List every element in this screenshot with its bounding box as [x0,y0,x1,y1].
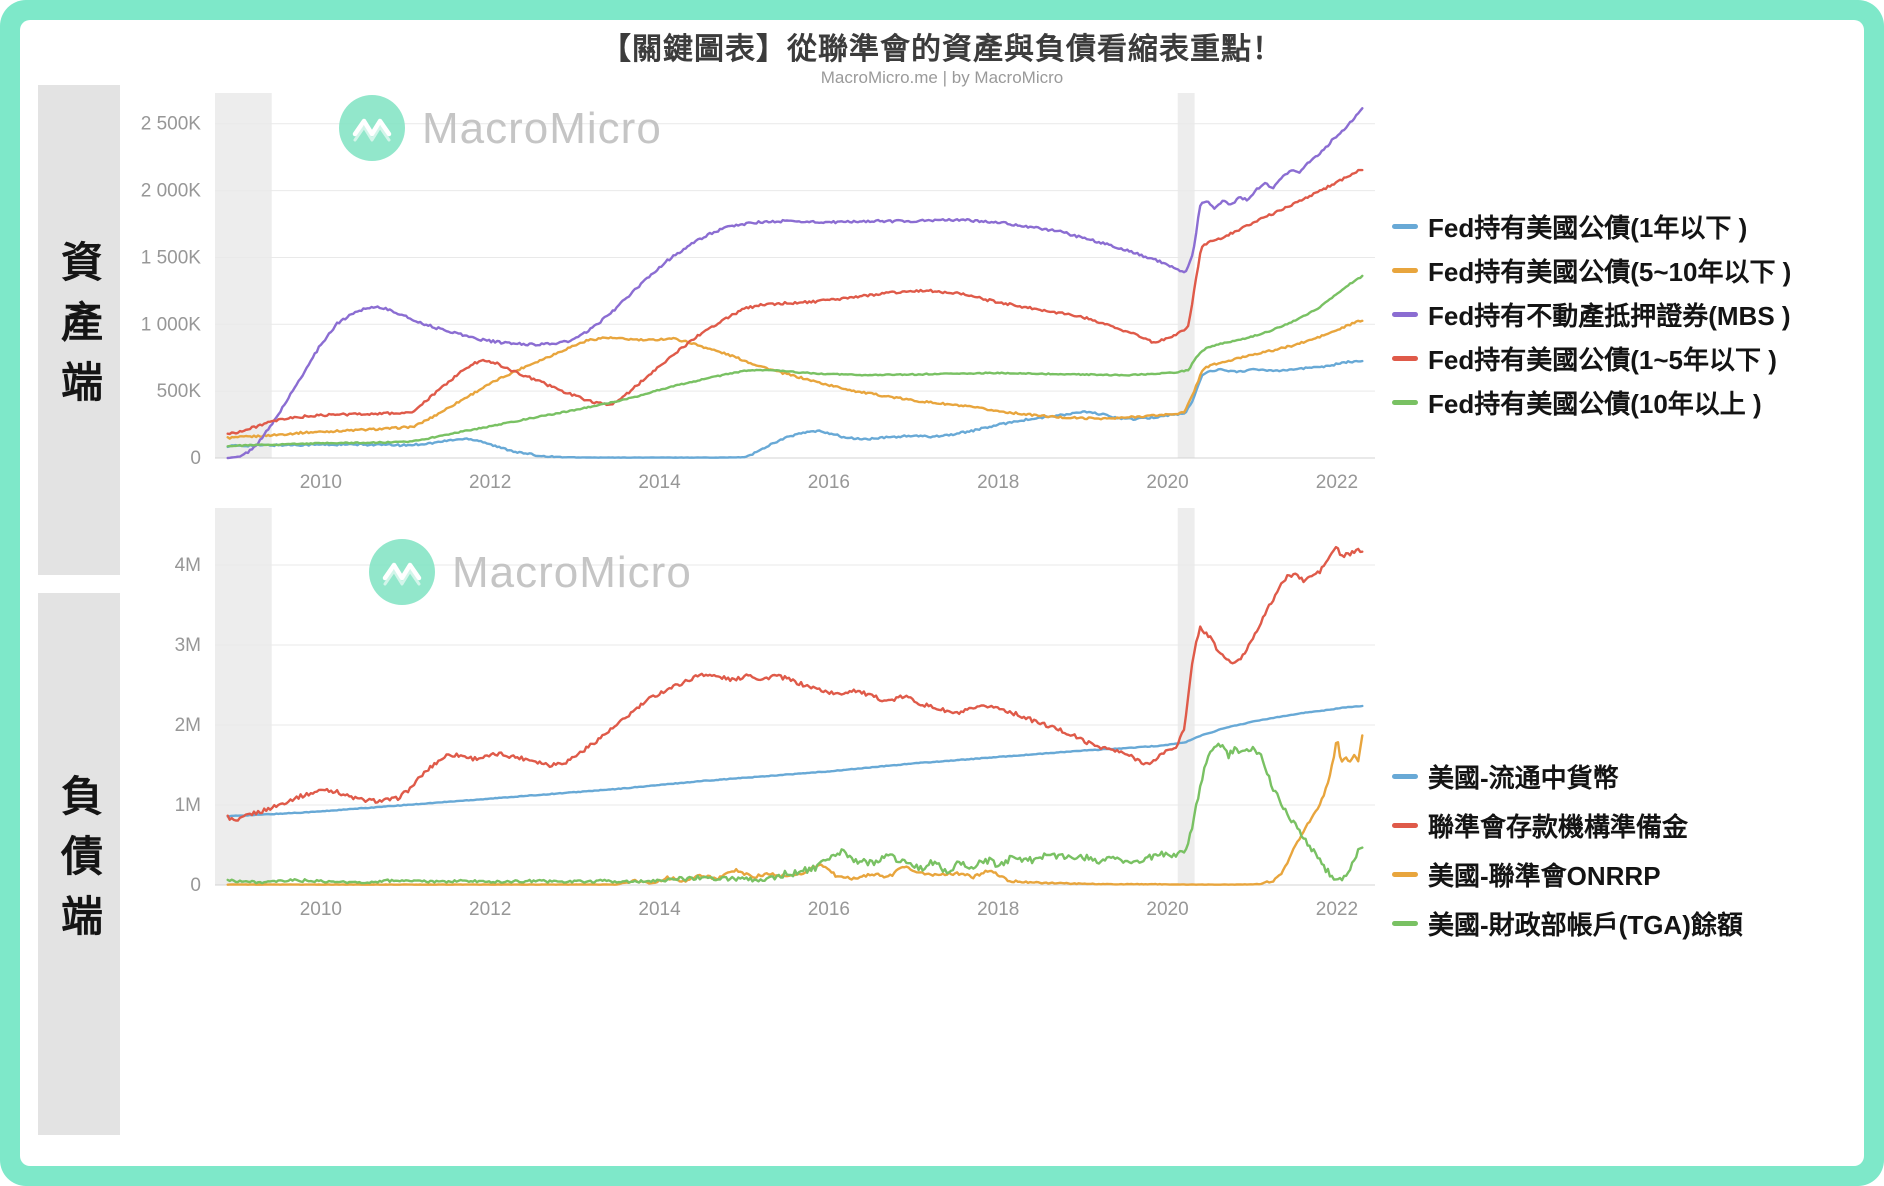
side-label-assets-text: 資產端 [55,240,103,420]
x-axis-label: 2022 [1316,472,1358,493]
legend-item[interactable]: 美國-流通中貨幣 [1392,758,1743,795]
watermark-text: MacroMicro [422,104,662,153]
x-axis-label: 2012 [469,472,511,493]
series-line [226,274,1364,448]
legend-dash-icon [1392,224,1418,229]
legend-dash-icon [1392,312,1418,317]
series-line [226,704,1364,818]
wave-logo-icon [352,118,392,137]
y-axis-label: 1M [175,795,201,816]
x-axis-label: 2016 [808,472,850,493]
side-label-liabilities-text: 負債端 [55,774,103,954]
page-subtitle: MacroMicro.me | by MacroMicro [820,68,1064,87]
legend-item[interactable]: Fed持有美國公債(5~10年以下 ) [1392,252,1791,289]
legend-item[interactable]: 美國-財政部帳戶(TGA)餘額 [1392,905,1743,942]
recession-band [215,93,272,458]
legend-item[interactable]: Fed持有美國公債(1~5年以下 ) [1392,340,1791,377]
legend-dash-icon [1392,356,1418,361]
legend-dash-icon [1392,774,1418,779]
legend-label: 聯準會存款機構準備金 [1428,812,1689,842]
y-axis-label: 0 [190,448,201,469]
legend-label: Fed持有美國公債(5~10年以下 ) [1428,257,1792,287]
y-axis-label: 2M [175,715,201,736]
series-line [226,319,1364,440]
x-axis-label: 2010 [300,899,342,920]
liabilities-chart: 0 1M 2M 3M 4M 2010 2012 2014 2016 2018 2020 2022 Mac… [175,508,1375,920]
legend-label: 美國-財政部帳戶(TGA)餘額 [1428,910,1743,940]
assets-legend: Fed持有美國公債(1年以下 ) Fed持有美國公債(5~10年以下 ) Fed持有… [1392,208,1791,421]
y-axis-label: 500K [157,381,202,402]
legend-dash-icon [1392,823,1418,828]
legend-label: Fed持有美國公債(1~5年以下 ) [1428,345,1777,375]
legend-dash-icon [1392,400,1418,405]
liabilities-legend: 美國-流通中貨幣聯準會存款機構準備金 美國-聯準會ONRRP 美國-財政部帳戶(TG… [1392,758,1743,942]
series-line [226,742,1364,885]
legend-item[interactable]: Fed持有美國公債(10年以上 ) [1392,384,1791,421]
series-line [226,545,1364,822]
assets-chart: 0 500K 1 000K 1 500K 2 000K 2 500K 2010 2012 201… [141,93,1375,493]
legend-item[interactable]: Fed持有美國公債(1年以下 ) [1392,208,1791,245]
watermark-logo-circle [369,539,435,605]
y-axis-label: 1 000K [141,314,202,335]
x-axis-label: 2018 [977,899,1019,920]
side-label-assets: 資產端 [38,85,120,575]
legend-label: Fed持有美國公債(10年以上 ) [1428,389,1762,419]
wave-logo-icon-shadow [383,569,421,586]
y-axis-label: 1 500K [141,247,202,268]
x-axis-label: 2010 [300,472,342,493]
y-axis-label: 2 500K [141,114,202,135]
x-axis-label: 2018 [977,472,1019,493]
legend-dash-icon [1392,268,1418,273]
legend-item[interactable]: Fed持有不動產抵押證券(MBS ) [1392,296,1791,333]
x-axis-label: 2022 [1316,899,1358,920]
y-axis-label: 0 [190,875,201,896]
legend-dash-icon [1392,872,1418,877]
y-axis-label: 2 000K [141,181,202,202]
y-axis-label: 3M [175,635,201,656]
x-axis-label: 2020 [1146,472,1188,493]
series-line [226,168,1364,436]
watermark-text: MacroMicro [452,548,692,597]
legend-label: Fed持有不動產抵押證券(MBS ) [1428,301,1791,331]
legend-label: 美國-聯準會ONRRP [1428,861,1661,891]
legend-label: Fed持有美國公債(1年以下 ) [1428,213,1748,243]
x-axis-label: 2016 [808,899,850,920]
legend-item[interactable]: 聯準會存款機構準備金 [1392,807,1743,844]
series-line [226,107,1364,460]
y-axis-label: 4M [175,555,201,576]
recession-band [1177,508,1195,885]
x-axis-label: 2020 [1146,899,1188,920]
wave-logo-icon [382,562,422,581]
series-line [226,734,1364,886]
x-axis-label: 2014 [638,472,681,493]
page-title: 【關鍵圖表】從聯準會的資產與負債看縮表重點！ [601,33,1283,66]
legend-label: 美國-流通中貨幣 [1428,763,1619,793]
side-label-liabilities: 負債端 [38,593,120,1135]
recession-band [215,508,272,885]
page: 【關鍵圖表】從聯準會的資產與負債看縮表重點！ MacroMicro.me | b… [20,20,1864,1166]
x-axis-label: 2012 [469,899,511,920]
legend-dash-icon [1392,921,1418,926]
wave-logo-icon-shadow [353,125,391,142]
legend-item[interactable]: 美國-聯準會ONRRP [1392,856,1743,893]
watermark-logo-circle [339,95,405,161]
x-axis-label: 2014 [638,899,681,920]
